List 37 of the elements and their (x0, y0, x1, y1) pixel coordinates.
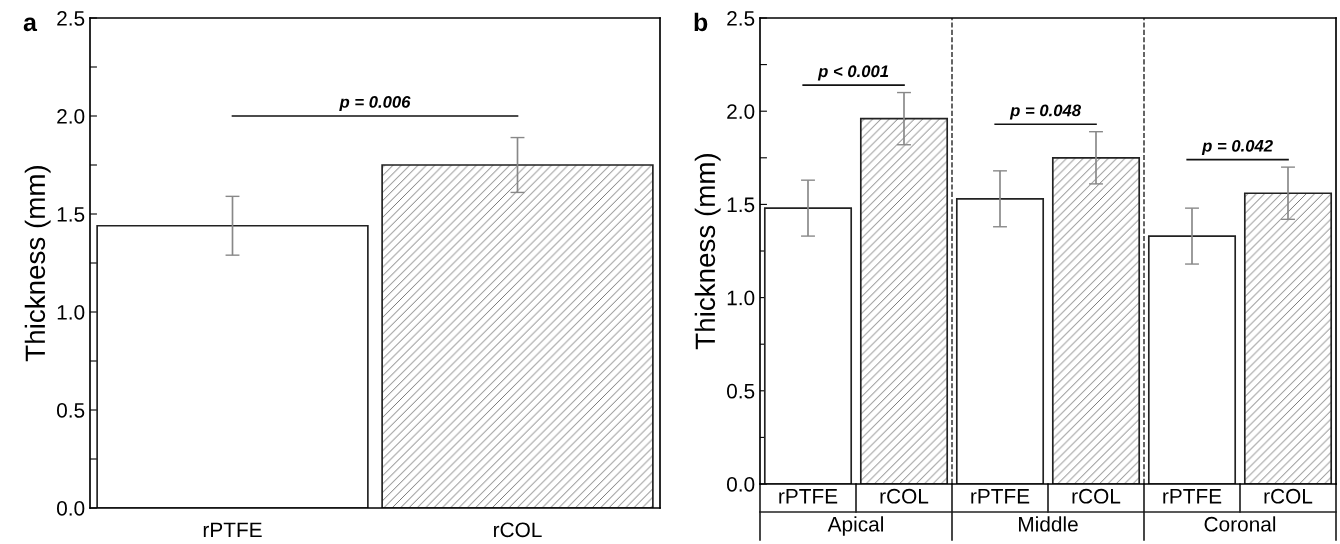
text: Apical (827, 516, 883, 536)
x-tick-label: rCOL (880, 488, 929, 504)
text: Middle (1019, 516, 1078, 532)
x-tick-label: rPTFE (779, 489, 838, 504)
x-tick-label: rCOL (1072, 488, 1121, 504)
y-tick-label: 2.5 (57, 11, 85, 26)
y-tick-label: 2.5 (727, 11, 755, 26)
annotation: p = 0.006 (339, 96, 411, 112)
bar (955, 197, 1045, 484)
y-axis-title: Thickness (mm) (24, 165, 51, 362)
y-tick-label: 1.5 (57, 207, 85, 222)
annotation: p < 0.001 (817, 65, 889, 81)
x-tick-label: rCOL (1264, 488, 1313, 504)
bar (1051, 156, 1141, 484)
y-tick-label: 0.5 (56, 403, 85, 418)
text: Coronal (1204, 516, 1276, 532)
y-tick-label: 1.5 (727, 197, 755, 213)
x-tick-label: rPTFE (971, 489, 1030, 504)
y-tick-label: 2.0 (727, 104, 755, 119)
y-tick-label: 1.0 (727, 290, 755, 306)
y-tick-label: 0.0 (56, 501, 85, 516)
x-tick-label: rPTFE (203, 522, 262, 537)
bar (1243, 192, 1333, 484)
bar (859, 117, 949, 484)
annotation: p = 0.042 (1201, 139, 1273, 155)
annotation: p = 0.048 (1009, 104, 1082, 120)
bar (763, 207, 853, 484)
x-tick-label: rPTFE (1163, 489, 1222, 504)
chart-title: a (23, 17, 38, 32)
bar (1147, 235, 1237, 484)
chart-title: b (694, 12, 708, 32)
y-tick-label: 0.5 (726, 383, 755, 399)
x-tick-label: rCOL (494, 522, 542, 538)
y-tick-label: 2.0 (57, 109, 85, 124)
y-axis-title: Thickness (mm) (694, 153, 721, 350)
y-tick-label: 0.0 (726, 477, 755, 492)
y-tick-label: 1.0 (57, 305, 85, 320)
